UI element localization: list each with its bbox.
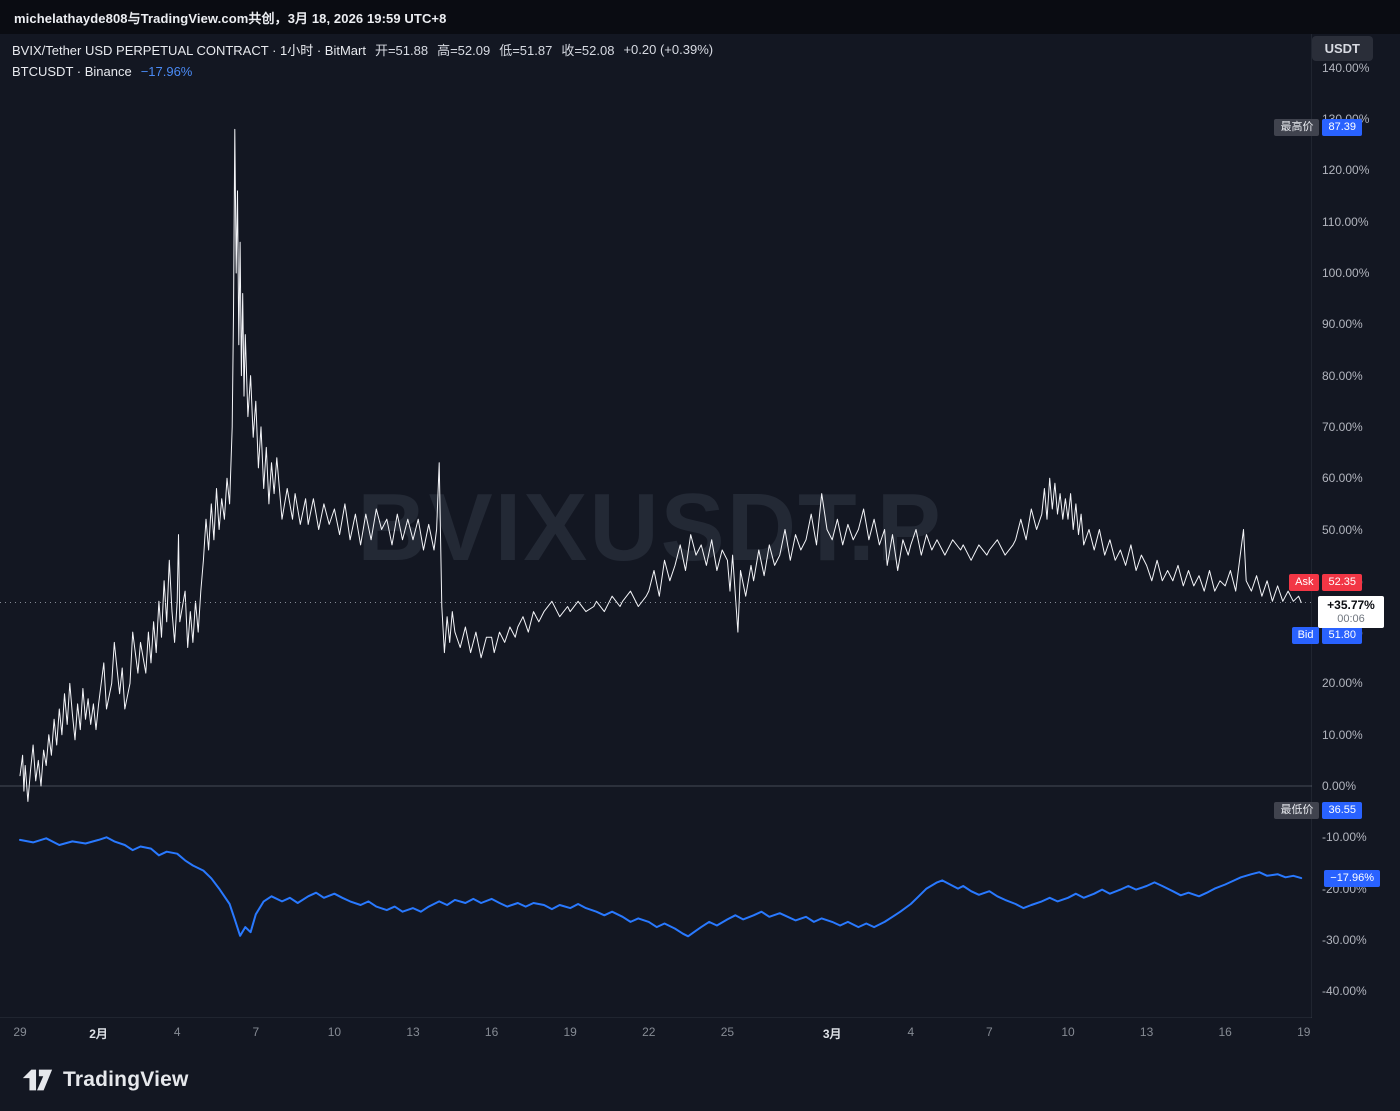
BTCUSDT-line (19, 836, 1303, 938)
price-axis-tick: 70.00% (1322, 419, 1363, 434)
price-axis-tick: -30.00% (1322, 932, 1367, 947)
compare-symbol-change: −17.96% (140, 63, 193, 79)
ohlc-open: 开=51.88 (374, 42, 429, 58)
time-axis-tick: 22 (642, 1025, 656, 1039)
time-axis-tick: 29 (13, 1025, 27, 1039)
time-axis[interactable]: 29 2月 4 7 10 13 16 19 22 25 3月 4 7 10 13 16 19 (0, 1017, 1312, 1048)
price-axis-tick: 80.00% (1322, 368, 1363, 383)
time-axis-tick: 2月 (89, 1027, 108, 1041)
price-axis-tick: 50.00% (1322, 522, 1363, 537)
lowest-price-caption: 最低价 (1274, 801, 1320, 819)
status-bar: michelathayde808与TradingView.com共创，3月 18… (0, 0, 1400, 34)
time-axis-tick: 3月 (822, 1027, 842, 1041)
BVIXUSDT.P-line (19, 128, 1302, 802)
legend-row-bvix[interactable]: BVIX/Tether USD PERPETUAL CONTRACT · 1小时… (12, 38, 713, 60)
current-price-label: +35.77% 00:06 (1318, 596, 1384, 629)
highest-price-caption: 最高价 (1274, 119, 1320, 137)
btc-change-value: −17.96% (1324, 869, 1380, 887)
ask-value: 52.35 (1322, 574, 1362, 592)
ohlc-high: 高=52.09 (437, 42, 491, 58)
symbol-watermark: BVIXUSDT.P (357, 474, 943, 581)
ask-price-label: Ask 52.35 (1289, 574, 1362, 592)
footer: TradingView (0, 1048, 1400, 1111)
time-axis-tick: 19 (1297, 1025, 1311, 1039)
currency-toggle-button[interactable]: USDT (1311, 36, 1373, 61)
ohlc-close: 收=52.08 (561, 42, 615, 58)
ohlc-change: +0.20 (+0.39%) (623, 41, 714, 57)
compare-symbol-title: BTCUSDT · Binance (12, 63, 132, 79)
ohlc-low: 低=51.87 (499, 42, 553, 58)
price-axis-tick: 90.00% (1322, 317, 1363, 332)
price-axis-tick: 110.00% (1322, 214, 1369, 229)
highest-price-value: 87.39 (1322, 119, 1362, 137)
chart-pane[interactable]: BVIXUSDT.P BVIX/Tether USD PERPETUAL CON… (0, 34, 1400, 1048)
tradingview-logo-link[interactable]: TradingView (20, 1067, 189, 1093)
time-axis-tick: 19 (563, 1025, 577, 1039)
current-change-value: +35.77% (1327, 598, 1375, 613)
time-axis-tick: 4 (173, 1025, 181, 1039)
price-axis-tick: -40.00% (1322, 984, 1367, 999)
bar-countdown: 00:06 (1337, 613, 1365, 626)
tradingview-wordmark: TradingView (63, 1067, 189, 1091)
btc-change-label: −17.96% (1324, 869, 1380, 887)
time-axis-tick: 10 (327, 1025, 342, 1039)
legend-row-btc[interactable]: BTCUSDT · Binance −17.96% (12, 60, 713, 82)
price-axis-tick: 0.00% (1322, 779, 1357, 793)
price-axis-tick: 100.00% (1322, 266, 1370, 280)
price-axis-tick: -10.00% (1322, 830, 1367, 845)
time-axis-tick: 7 (252, 1025, 260, 1039)
price-axis-tick: 120.00% (1322, 163, 1370, 178)
bid-value: 51.80 (1322, 626, 1362, 644)
time-axis-tick: 7 (986, 1025, 993, 1039)
price-plot-canvas[interactable] (0, 34, 1312, 1048)
bid-price-label: Bid 51.80 (1291, 626, 1362, 644)
time-axis-tick: 16 (484, 1025, 499, 1039)
price-axis-tick: 20.00% (1322, 676, 1363, 691)
legend: BVIX/Tether USD PERPETUAL CONTRACT · 1小时… (12, 38, 713, 82)
time-axis-tick: 10 (1061, 1025, 1075, 1039)
time-axis-tick: 4 (907, 1025, 915, 1039)
tradingview-icon (22, 1069, 53, 1090)
bid-caption: Bid (1291, 626, 1320, 644)
time-axis-tick: 25 (720, 1025, 735, 1039)
attribution-text: michelathayde808与TradingView.com共创，3月 18… (14, 10, 447, 26)
symbol-title: BVIX/Tether USD PERPETUAL CONTRACT · 1小时… (12, 42, 366, 58)
ask-caption: Ask (1289, 574, 1320, 592)
price-axis-tick: 140.00% (1322, 60, 1370, 75)
time-axis-tick: 16 (1218, 1025, 1232, 1039)
time-axis-tick: 13 (406, 1025, 420, 1039)
price-axis-tick: 10.00% (1322, 727, 1363, 742)
lowest-price-value: 36.55 (1322, 801, 1362, 819)
time-axis-tick: 13 (1139, 1025, 1154, 1039)
highest-price-label: 最高价 87.39 (1274, 119, 1362, 137)
lowest-price-label: 最低价 36.55 (1274, 801, 1362, 819)
price-axis-tick: 60.00% (1322, 471, 1363, 486)
